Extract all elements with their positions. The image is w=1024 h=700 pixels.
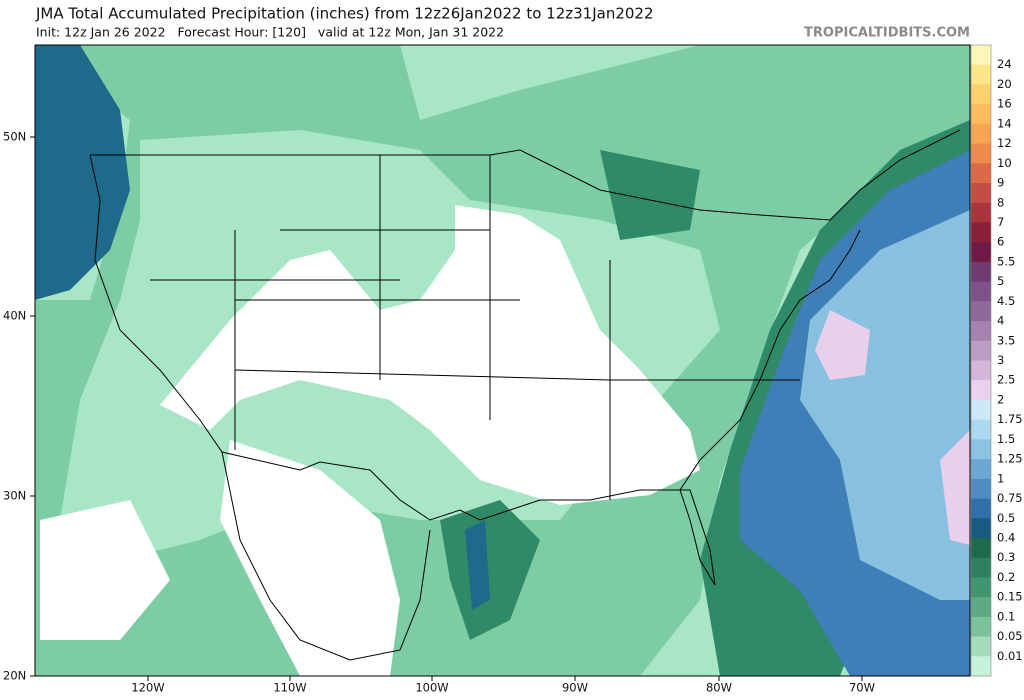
border [90,129,961,221]
colorbar-swatch [971,321,991,342]
credit: TROPICALTIDBITS.COM [804,26,970,41]
colorbar-swatch [971,439,991,460]
colorbar-swatch [971,340,991,361]
colorbar-swatch [971,616,991,638]
colorbar-swatch [971,636,991,657]
colorbar-swatch [971,498,991,519]
colorbar-label: 3.5 [997,333,1015,347]
map [35,45,970,676]
colorbar-swatch [971,183,991,204]
colorbar-label: 0.2 [997,570,1015,584]
shade-pink [940,430,970,545]
lat-label: 20N [3,669,26,683]
shade-dark-green [600,150,700,240]
colorbar-label: 0.3 [997,550,1015,564]
colorbar-label: 12 [997,136,1012,150]
colorbar-swatch [971,597,991,618]
colorbar-label: 14 [997,116,1012,130]
colorbar-swatch [971,242,991,263]
shade-light-blue [800,210,970,600]
subtitle: Init: 12z Jan 26 2022 Forecast Hour: [12… [36,25,504,40]
lon-label: 80W [706,681,732,695]
shade-pink [815,310,870,380]
colorbar-swatch [971,478,991,500]
colorbar-label: 24 [997,57,1012,71]
lon-label: 100W [415,681,448,695]
colorbar-label: 16 [997,97,1012,111]
shade-white [220,440,400,676]
shade-blue [35,45,130,300]
colorbar-swatch [971,459,991,480]
colorbar-label: 0.01 [997,649,1023,663]
colorbar-label: 2 [997,392,1004,406]
colorbar-label: 3 [997,353,1004,367]
colorbar-label: 0.75 [997,491,1023,505]
colorbar-label: 6 [997,235,1004,249]
colorbar-swatch [971,281,991,302]
coastline [221,451,431,661]
colorbar-swatch [971,45,991,66]
colorbar-swatch [971,123,991,145]
colorbar-swatch [971,557,991,578]
title: JMA Total Accumulated Precipitation (inc… [35,5,654,23]
lat-label: 40N [3,309,26,323]
colorbar-swatch [971,360,991,381]
axis-labels: 50N 40N 30N 20N 120W 110W 100W 90W 80W 70W [3,130,875,695]
shade-blue [465,520,490,610]
colorbar-swatch [971,518,991,539]
colorbar-label: 0.1 [997,609,1015,623]
colorbar-label: 20 [997,77,1012,91]
colorbar-label: 5 [997,274,1004,288]
lon-label: 70W [849,681,875,695]
shade-white [40,500,170,640]
colorbar-label: 1.75 [997,412,1023,426]
colorbar-swatch [971,419,991,440]
colorbar-label: 0.15 [997,590,1023,604]
colorbar-label: 0.4 [997,530,1015,544]
colorbar-frame [970,44,992,677]
colorbar-label: 5.5 [997,254,1015,268]
colorbar-label: 4.5 [997,294,1015,308]
colorbar-label: 4 [997,314,1004,328]
colorbar-swatch [971,84,991,105]
map-frame [34,44,971,677]
lat-label: 50N [3,130,26,144]
colorbar-label: 10 [997,156,1012,170]
colorbar-swatch [971,163,991,184]
colorbar: 24 20 16 14 12 10 9 8 7 6 5.5 5 4.5 4 3.5 3 2.5 2 1.75 1.5 1… [970,44,1023,677]
lon-label: 120W [131,681,164,695]
colorbar-swatch [971,656,991,677]
colorbar-swatch [971,202,991,223]
lon-label: 90W [562,681,588,695]
colorbar-label: 0.05 [997,629,1023,643]
lat-label: 30N [3,489,26,503]
lon-label: 110W [273,681,306,695]
colorbar-swatch [971,222,991,243]
colorbar-swatch [971,104,991,125]
colorbar-swatch [971,399,991,421]
colorbar-swatch [971,261,991,283]
colorbar-swatch [971,64,991,85]
colorbar-label: 7 [997,215,1004,229]
colorbar-label: 8 [997,195,1004,209]
border [234,369,611,381]
colorbar-label: 2.5 [997,373,1015,387]
colorbar-label: 1.25 [997,452,1023,466]
colorbar-label: 1 [997,471,1004,485]
colorbar-swatch [971,380,991,401]
borders [89,129,961,661]
colorbar-swatch [971,143,991,164]
colorbar-swatch [971,537,991,559]
colorbar-swatch [971,577,991,598]
colorbar-label: 0.5 [997,511,1015,525]
colorbar-swatch [971,301,991,322]
colorbar-label: 9 [997,176,1004,190]
colorbar-label: 1.5 [997,432,1015,446]
shade-dark-green [440,500,540,640]
